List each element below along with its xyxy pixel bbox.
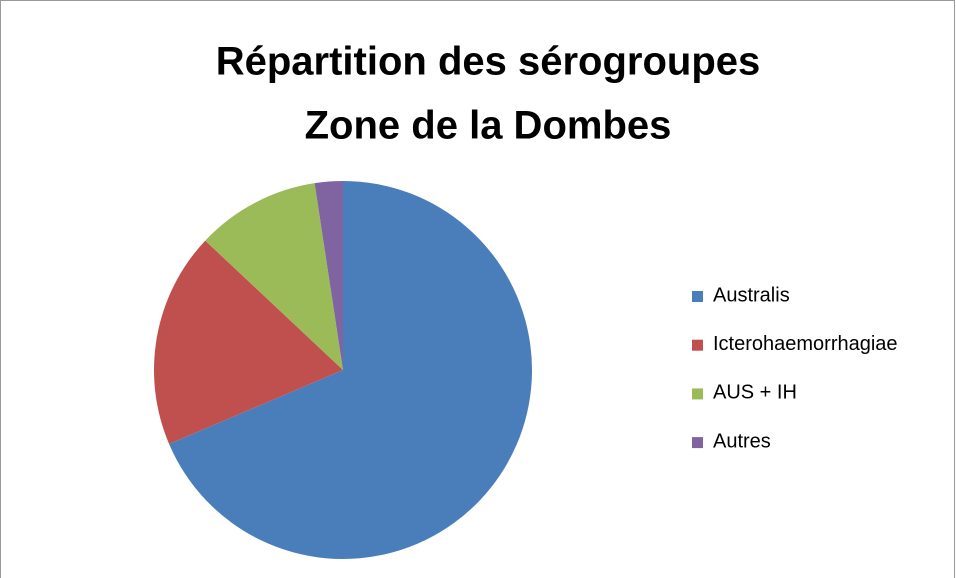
legend-swatch	[692, 339, 703, 351]
legend-label: Icterohaemorrhagiae	[713, 333, 898, 355]
chart-title: Répartition des sérogroupes	[216, 40, 761, 84]
legend-swatch	[692, 388, 703, 400]
legend-swatch	[692, 437, 703, 449]
pie-slice	[314, 181, 343, 370]
chart-title: Zone de la Dombes	[305, 104, 672, 148]
legend-swatch	[692, 291, 703, 302]
pie-slice	[205, 183, 343, 370]
legend-label: AUS + IH	[713, 382, 797, 404]
legend-label: Australis	[713, 284, 790, 306]
legend-label: Autres	[713, 430, 771, 452]
pie-slice	[154, 240, 343, 444]
pie-slice	[169, 181, 533, 559]
